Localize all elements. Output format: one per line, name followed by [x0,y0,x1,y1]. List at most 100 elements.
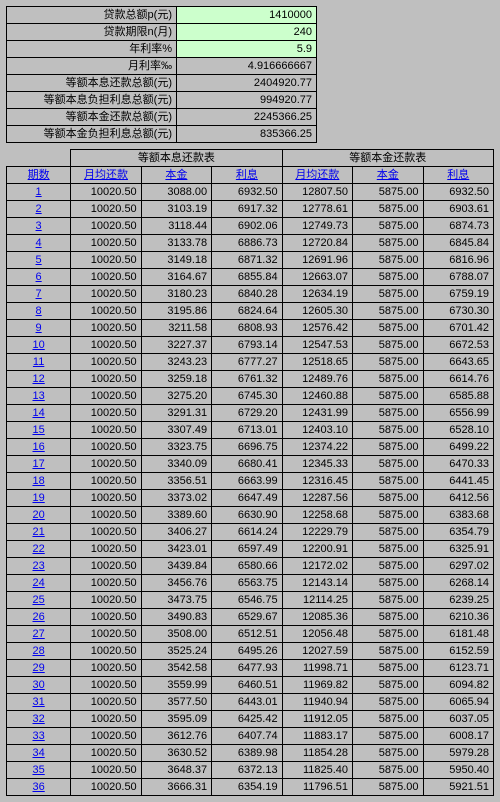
table-row: 210020.503103.196917.3212778.615875.0069… [7,201,494,218]
cell-a-2: 6793.14 [212,337,282,354]
cell-a-1: 3525.24 [141,643,211,660]
repayment-schedule-table: 等额本息还款表 等额本金还款表 期数 月均还款 本金 利息 月均还款 本金 利息… [6,149,494,796]
cell-a-1: 3666.31 [141,779,211,796]
cell-b-2: 6210.36 [423,609,494,626]
cell-b-0: 12345.33 [282,456,352,473]
cell-b-2: 6874.73 [423,218,494,235]
period-cell: 22 [7,541,71,558]
cell-b-0: 12258.68 [282,507,352,524]
period-cell: 4 [7,235,71,252]
cell-a-0: 10020.50 [71,762,141,779]
table-row: 2910020.503542.586477.9311998.715875.006… [7,660,494,677]
cell-a-1: 3406.27 [141,524,211,541]
cell-b-2: 6788.07 [423,269,494,286]
param-label: 年利率% [7,41,177,58]
cell-b-1: 5875.00 [353,456,423,473]
period-cell: 11 [7,354,71,371]
cell-a-0: 10020.50 [71,711,141,728]
cell-b-2: 6470.33 [423,456,494,473]
cell-a-0: 10020.50 [71,286,141,303]
cell-a-1: 3259.18 [141,371,211,388]
period-cell: 26 [7,609,71,626]
cell-a-2: 6546.75 [212,592,282,609]
cell-b-1: 5875.00 [353,541,423,558]
cell-a-1: 3164.67 [141,269,211,286]
cell-a-0: 10020.50 [71,235,141,252]
cell-a-0: 10020.50 [71,303,141,320]
cell-a-1: 3307.49 [141,422,211,439]
table-row: 3210020.503595.096425.4211912.055875.006… [7,711,494,728]
cell-b-1: 5875.00 [353,524,423,541]
param-row: 年利率%5.9 [7,41,317,58]
period-cell: 17 [7,456,71,473]
param-value[interactable]: 5.9 [177,41,317,58]
table-row: 2110020.503406.276614.2412229.795875.006… [7,524,494,541]
period-cell: 7 [7,286,71,303]
cell-b-0: 11883.17 [282,728,352,745]
period-cell: 10 [7,337,71,354]
cell-a-2: 6647.49 [212,490,282,507]
period-cell: 20 [7,507,71,524]
cell-b-2: 6094.82 [423,677,494,694]
cell-b-0: 12056.48 [282,626,352,643]
cell-a-1: 3423.01 [141,541,211,558]
cell-b-0: 11796.51 [282,779,352,796]
cell-a-2: 6680.41 [212,456,282,473]
cell-a-2: 6460.51 [212,677,282,694]
cell-a-1: 3227.37 [141,337,211,354]
cell-a-1: 3542.58 [141,660,211,677]
blank-header [7,150,71,167]
cell-a-2: 6563.75 [212,575,282,592]
period-cell: 29 [7,660,71,677]
cell-b-1: 5875.00 [353,626,423,643]
param-row: 贷款期限n(月)240 [7,24,317,41]
table-row: 1510020.503307.496713.0112403.105875.006… [7,422,494,439]
param-value: 835366.25 [177,126,317,143]
cell-a-1: 3103.19 [141,201,211,218]
cell-b-0: 12374.22 [282,439,352,456]
param-row: 贷款总额p(元)1410000 [7,7,317,24]
col-header-monthly-1: 月均还款 [71,167,141,184]
cell-a-2: 6713.01 [212,422,282,439]
cell-a-2: 6495.26 [212,643,282,660]
cell-a-1: 3490.83 [141,609,211,626]
cell-b-2: 6008.17 [423,728,494,745]
cell-b-0: 12085.36 [282,609,352,626]
param-value[interactable]: 1410000 [177,7,317,24]
table-row: 3010020.503559.996460.5111969.825875.006… [7,677,494,694]
cell-b-2: 6325.91 [423,541,494,558]
cell-a-0: 10020.50 [71,252,141,269]
cell-a-2: 6597.49 [212,541,282,558]
cell-a-1: 3195.86 [141,303,211,320]
period-cell: 19 [7,490,71,507]
cell-a-0: 10020.50 [71,337,141,354]
cell-a-2: 6855.84 [212,269,282,286]
cell-a-0: 10020.50 [71,575,141,592]
cell-b-2: 5950.40 [423,762,494,779]
cell-b-1: 5875.00 [353,337,423,354]
param-label: 月利率‰ [7,58,177,75]
period-cell: 25 [7,592,71,609]
cell-b-2: 6903.61 [423,201,494,218]
cell-b-2: 6412.56 [423,490,494,507]
period-cell: 6 [7,269,71,286]
cell-b-1: 5875.00 [353,592,423,609]
cell-a-2: 6808.93 [212,320,282,337]
cell-b-0: 12576.42 [282,320,352,337]
cell-a-0: 10020.50 [71,388,141,405]
cell-a-1: 3149.18 [141,252,211,269]
cell-a-0: 10020.50 [71,779,141,796]
col-header-interest-2: 利息 [423,167,494,184]
cell-b-2: 6152.59 [423,643,494,660]
cell-b-1: 5875.00 [353,660,423,677]
cell-b-0: 12807.50 [282,184,352,201]
cell-a-0: 10020.50 [71,626,141,643]
cell-a-0: 10020.50 [71,201,141,218]
table-row: 510020.503149.186871.3212691.965875.0068… [7,252,494,269]
param-value[interactable]: 240 [177,24,317,41]
period-cell: 12 [7,371,71,388]
table-row: 1210020.503259.186761.3212489.765875.006… [7,371,494,388]
param-row: 等额本息负担利息总额(元)994920.77 [7,92,317,109]
table-row: 2210020.503423.016597.4912200.915875.006… [7,541,494,558]
cell-a-0: 10020.50 [71,745,141,762]
